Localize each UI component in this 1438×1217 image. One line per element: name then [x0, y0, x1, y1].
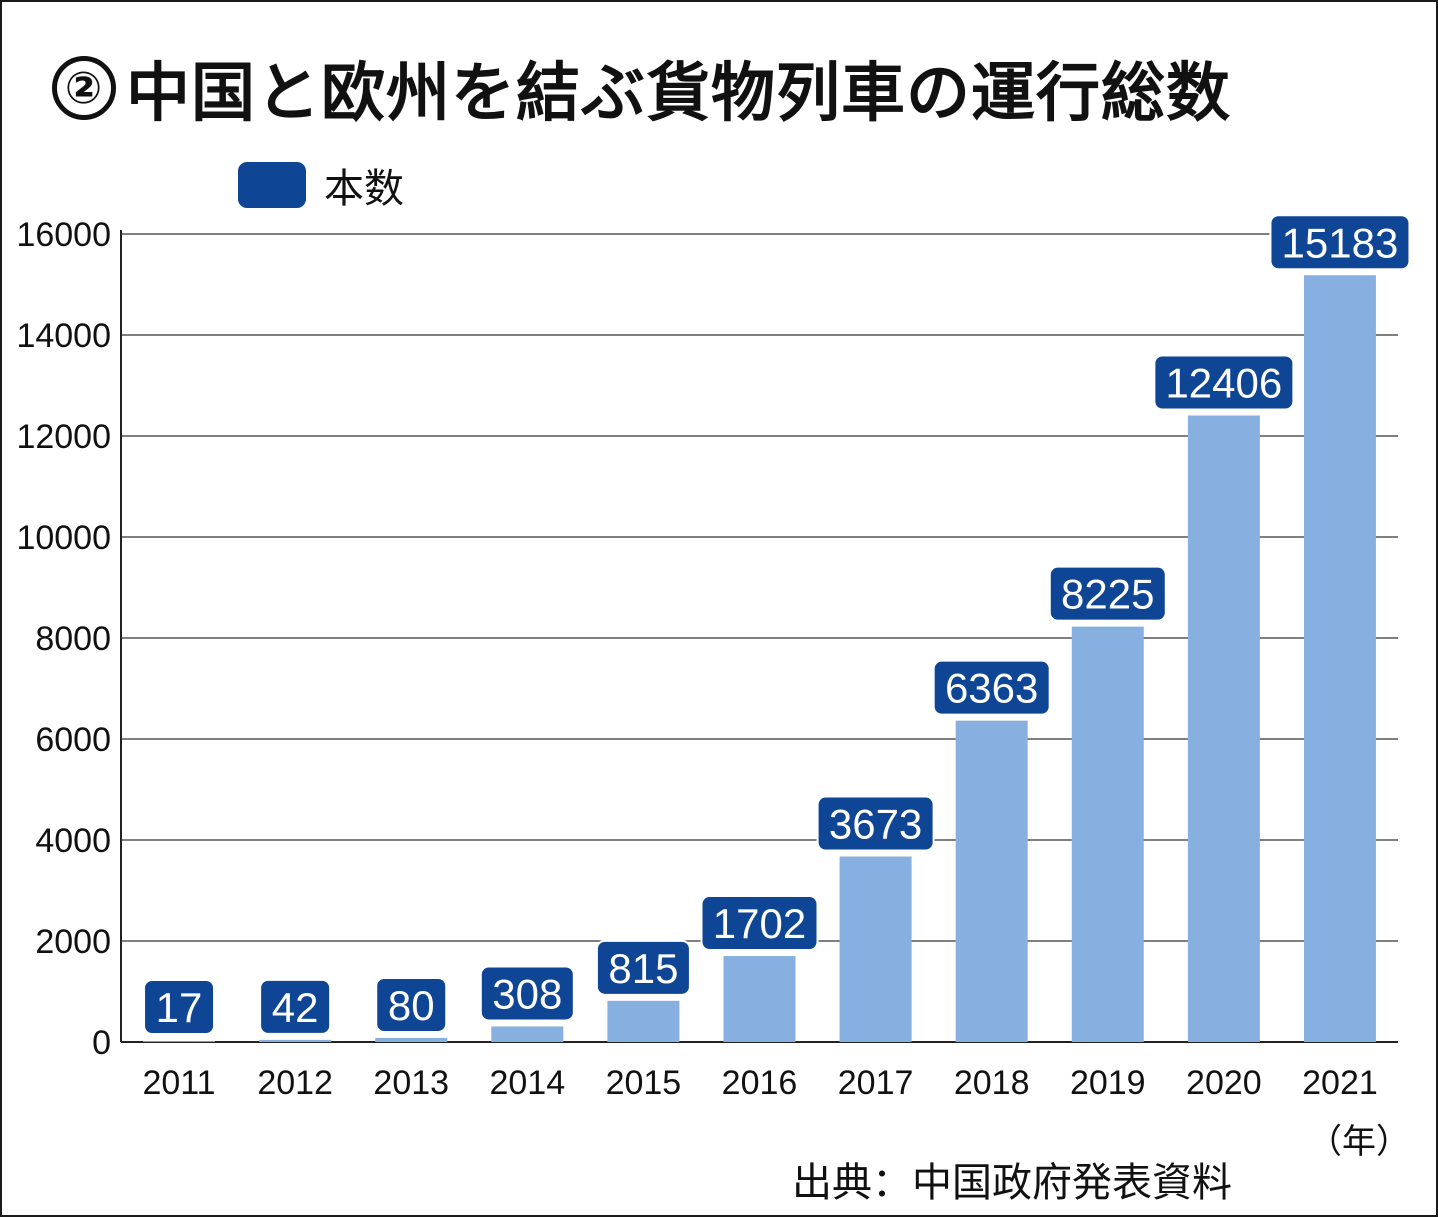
x-tick-label: 2021	[1302, 1064, 1378, 1102]
value-label: 6363	[945, 665, 1038, 712]
x-tick-label: 2018	[954, 1064, 1030, 1102]
value-label: 8225	[1061, 571, 1154, 618]
value-label-box	[479, 965, 575, 1022]
value-label-box	[595, 939, 691, 996]
x-tick-label: 2014	[489, 1064, 565, 1102]
legend: 本数	[238, 156, 404, 214]
bar	[1187, 415, 1260, 1042]
value-label-box	[1153, 354, 1295, 411]
value-label-box	[1048, 565, 1167, 622]
chart-title: ② 中国と欧州を結ぶ貨物列車の運行総数	[52, 40, 1231, 136]
y-tick-label: 16000	[16, 216, 111, 254]
y-tick-label: 12000	[16, 418, 111, 456]
legend-swatch	[238, 162, 306, 208]
title-number-badge: ②	[52, 56, 116, 120]
y-tick-label: 10000	[16, 519, 111, 557]
bar	[259, 1039, 332, 1042]
value-label: 42	[272, 984, 319, 1031]
value-label: 15183	[1282, 219, 1399, 266]
value-label: 308	[492, 970, 562, 1017]
bar	[143, 1041, 216, 1042]
y-tick-label: 8000	[35, 620, 111, 658]
y-tick-label: 14000	[16, 317, 111, 355]
legend-label: 本数	[324, 166, 404, 212]
value-label: 80	[388, 982, 435, 1029]
x-tick-label: 2017	[838, 1064, 914, 1102]
x-axis-unit: （年）	[1308, 1122, 1410, 1162]
value-label-box	[259, 978, 332, 1035]
y-tick-label: 4000	[35, 822, 111, 860]
bar	[955, 720, 1028, 1042]
source-note: 出典：中国政府発表資料	[792, 1160, 1232, 1206]
chart-title-text: 中国と欧州を結ぶ貨物列車の運行総数	[126, 57, 1231, 131]
x-tick-label: 2012	[257, 1064, 333, 1102]
y-tick-label: 6000	[35, 721, 111, 759]
value-label-box	[143, 979, 216, 1035]
value-label-box	[375, 976, 448, 1033]
value-label: 17	[156, 984, 203, 1031]
value-label: 1702	[713, 900, 806, 947]
x-tick-label: 2011	[142, 1064, 215, 1102]
value-label: 815	[608, 945, 678, 992]
x-tick-label: 2013	[373, 1064, 449, 1102]
value-label-box	[700, 895, 819, 952]
value-label-box	[932, 659, 1051, 716]
x-tick-label: 2015	[606, 1064, 682, 1102]
bar	[491, 1026, 564, 1042]
bar	[375, 1037, 448, 1042]
value-label: 12406	[1165, 359, 1282, 406]
bar	[1071, 626, 1144, 1042]
x-tick-label: 2019	[1070, 1064, 1146, 1102]
x-tick-label: 2016	[722, 1064, 798, 1102]
x-tick-label: 2020	[1186, 1064, 1262, 1102]
value-label-box	[816, 795, 935, 852]
bar	[1303, 275, 1376, 1042]
y-tick-label: 2000	[35, 923, 111, 961]
bar	[839, 856, 912, 1042]
bar	[723, 956, 796, 1042]
value-label-box	[1269, 214, 1411, 271]
y-tick-label: 0	[92, 1024, 111, 1062]
value-label: 3673	[829, 801, 922, 848]
bar	[607, 1000, 680, 1042]
